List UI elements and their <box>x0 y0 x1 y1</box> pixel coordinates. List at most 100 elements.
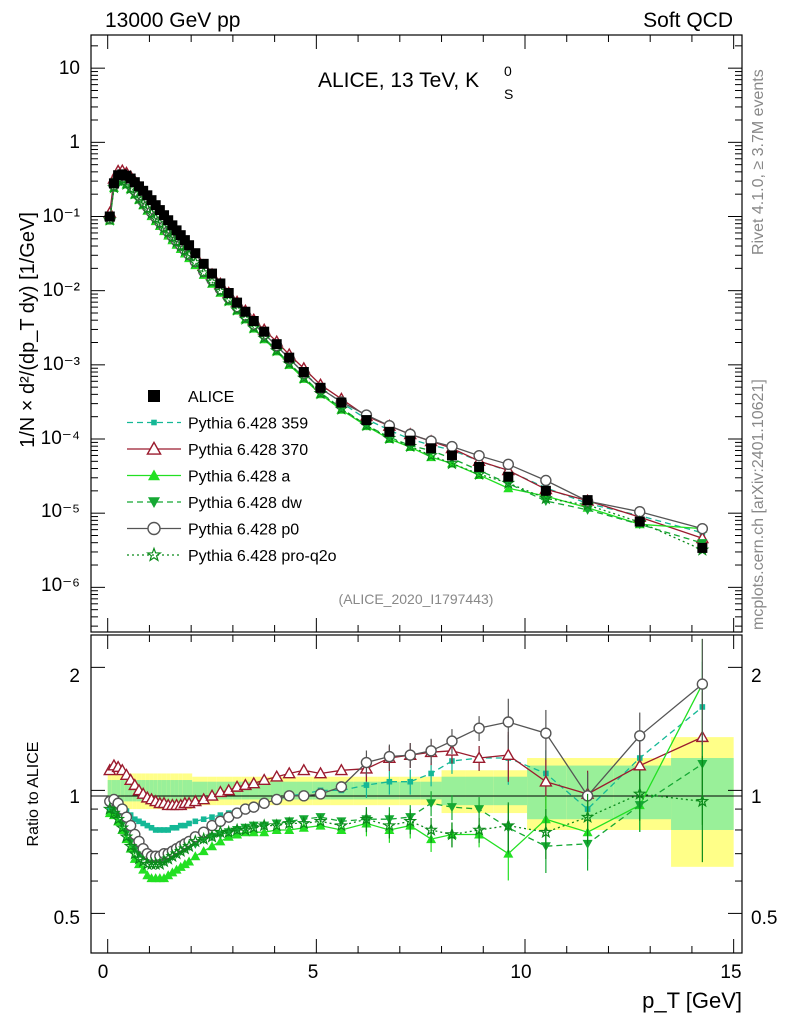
data-point <box>473 722 485 734</box>
data-point <box>446 440 458 453</box>
data-point <box>284 817 295 827</box>
data-point <box>151 419 157 426</box>
stat-band <box>107 780 112 802</box>
data-point <box>136 818 142 825</box>
data-point <box>115 820 130 834</box>
data-point <box>472 466 486 481</box>
data-point <box>383 750 396 763</box>
data-point <box>284 352 295 363</box>
data-point <box>215 278 226 289</box>
stat-band <box>241 781 250 800</box>
legend-item: Pythia 6.428 dw <box>127 495 302 512</box>
data-point <box>133 859 144 869</box>
data-point <box>445 456 459 470</box>
data-point <box>314 788 327 800</box>
data-point <box>169 824 176 831</box>
data-point <box>188 834 203 848</box>
ytick-label-1e-1: 10⁻¹ <box>43 206 81 227</box>
data-point <box>428 770 434 777</box>
data-point <box>257 818 272 832</box>
data-point <box>501 818 516 832</box>
xtick-labels: 0 5 10 15 <box>98 962 742 983</box>
ratio-ytick-label-2-right: 2 <box>751 666 762 687</box>
data-point <box>165 848 180 863</box>
data-point <box>148 390 160 402</box>
stat-band <box>258 781 271 800</box>
legend-item: Pythia 6.428 370 <box>127 440 308 459</box>
data-point <box>538 491 553 505</box>
data-point <box>247 776 261 789</box>
data-point <box>140 820 146 827</box>
legend-label: ALICE <box>188 389 234 406</box>
xtick-label-15: 15 <box>720 962 741 983</box>
data-point <box>632 786 647 800</box>
data-point <box>190 248 201 259</box>
analysis-tag: (ALICE_2020_I1797443) <box>339 591 494 607</box>
stat-band <box>166 780 171 802</box>
data-point <box>259 326 270 337</box>
legend-label: Pythia 6.428 dw <box>188 495 302 512</box>
data-point <box>501 748 516 761</box>
data-point <box>175 861 186 871</box>
data-point <box>144 822 151 829</box>
data-point <box>119 829 134 843</box>
data-point <box>446 450 457 461</box>
data-point <box>167 220 178 231</box>
data-point <box>424 448 438 462</box>
data-point <box>582 839 593 849</box>
plot-title-sup: 0 <box>504 63 512 79</box>
data-point <box>539 774 553 787</box>
stat-band <box>145 780 150 802</box>
legend-item: Pythia 6.428 p0 <box>127 522 299 539</box>
data-point <box>232 297 243 308</box>
data-point <box>407 778 414 785</box>
data-point <box>336 824 347 834</box>
data-point <box>177 822 184 829</box>
stat-band <box>192 781 200 800</box>
stat-band <box>124 780 129 802</box>
data-point <box>298 367 309 378</box>
data-point <box>190 851 201 861</box>
stat-band <box>170 780 175 802</box>
stat-band <box>153 780 158 802</box>
data-point <box>248 316 259 327</box>
plot-title-text: ALICE, 13 TeV, K <box>318 69 479 92</box>
data-point <box>696 678 709 690</box>
data-point <box>127 846 142 860</box>
data-point <box>334 763 349 776</box>
data-point <box>198 258 209 269</box>
data-point <box>148 469 160 481</box>
series-line <box>109 178 703 544</box>
stat-band <box>199 781 208 800</box>
ytick-label-1e-4: 10⁻⁴ <box>41 428 80 449</box>
data-point <box>138 864 149 874</box>
data-point <box>335 781 348 793</box>
data-point <box>404 749 416 761</box>
data-point <box>169 846 184 860</box>
data-point <box>360 756 373 769</box>
stat-band <box>111 780 117 802</box>
legend-label: Pythia 6.428 359 <box>188 416 308 433</box>
data-point <box>104 211 115 222</box>
stat-band <box>149 780 154 802</box>
data-point <box>179 235 190 246</box>
legend: ALICE Pythia 6.428 359 Pythia 6.428 370 Pyt… <box>127 389 337 565</box>
top-ylabel-text: 1/N × d²/(dp_T dy) [1/GeV] <box>17 212 39 448</box>
data-point <box>315 382 326 393</box>
legend-label: Pythia 6.428 370 <box>188 442 308 459</box>
stat-band <box>128 780 133 802</box>
top-ytick-labels: 10⁻⁶ 10⁻⁵ 10⁻⁴ 10⁻³ 10⁻² 10⁻¹ 1 10 <box>41 58 80 596</box>
data-point <box>173 824 180 831</box>
stat-band <box>441 776 466 806</box>
legend-label: Pythia 6.428 pro-q2o <box>188 548 337 565</box>
data-point <box>108 178 119 189</box>
data-point <box>336 397 347 408</box>
top-panel-frame <box>90 34 743 633</box>
data-point <box>178 841 192 855</box>
top-ylabel: 1/N × d²/(dp_T dy) [1/GeV] <box>17 212 39 448</box>
series-2 <box>103 163 710 544</box>
data-point <box>248 821 259 831</box>
data-point <box>474 461 485 472</box>
data-point <box>198 846 209 856</box>
